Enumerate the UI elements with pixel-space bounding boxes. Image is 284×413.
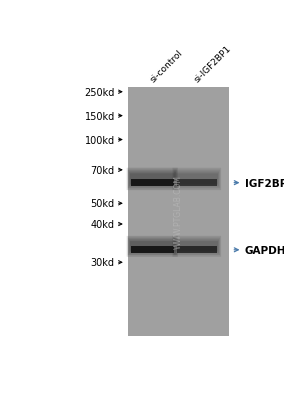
Bar — [128, 88, 229, 336]
Text: 70kd: 70kd — [91, 166, 115, 176]
Bar — [128, 224, 229, 237]
FancyBboxPatch shape — [174, 172, 219, 187]
Bar — [128, 112, 229, 125]
Bar — [128, 138, 229, 150]
FancyBboxPatch shape — [129, 240, 176, 254]
Bar — [128, 162, 229, 175]
Bar — [131, 247, 174, 254]
Bar — [128, 237, 229, 249]
Bar — [128, 100, 229, 112]
FancyBboxPatch shape — [128, 238, 177, 255]
FancyBboxPatch shape — [127, 236, 178, 257]
Text: 40kd: 40kd — [91, 219, 115, 230]
FancyBboxPatch shape — [174, 238, 220, 255]
Bar — [128, 125, 229, 138]
Text: 50kd: 50kd — [91, 199, 115, 209]
Bar — [128, 175, 229, 187]
Text: 150kd: 150kd — [84, 112, 115, 121]
FancyBboxPatch shape — [174, 240, 219, 254]
Text: si-IGF2BP1: si-IGF2BP1 — [193, 44, 233, 85]
Text: 250kd: 250kd — [84, 88, 115, 97]
Bar — [128, 249, 229, 261]
Text: 100kd: 100kd — [85, 135, 115, 145]
FancyBboxPatch shape — [176, 242, 218, 252]
Text: si-control: si-control — [149, 49, 185, 85]
FancyBboxPatch shape — [176, 174, 218, 185]
Bar — [128, 299, 229, 311]
Bar — [128, 323, 229, 336]
Bar — [128, 261, 229, 274]
Bar — [128, 88, 229, 100]
Bar — [128, 286, 229, 299]
FancyBboxPatch shape — [127, 169, 178, 191]
Bar — [177, 247, 217, 254]
FancyBboxPatch shape — [129, 172, 176, 187]
Text: IGF2BP1: IGF2BP1 — [245, 178, 284, 188]
Bar — [177, 180, 217, 187]
Text: GAPDH: GAPDH — [245, 245, 284, 255]
FancyBboxPatch shape — [130, 174, 175, 185]
FancyBboxPatch shape — [130, 242, 175, 252]
FancyBboxPatch shape — [128, 170, 177, 189]
Bar — [131, 180, 174, 187]
FancyBboxPatch shape — [172, 236, 221, 257]
FancyBboxPatch shape — [174, 170, 220, 189]
Bar — [128, 212, 229, 224]
Bar — [128, 199, 229, 212]
Bar — [128, 187, 229, 199]
Bar — [128, 274, 229, 286]
Bar — [128, 311, 229, 323]
Bar — [128, 150, 229, 162]
Text: 30kd: 30kd — [91, 258, 115, 268]
Text: WWW.PTGLAB.COM: WWW.PTGLAB.COM — [174, 175, 183, 249]
FancyBboxPatch shape — [172, 169, 221, 191]
